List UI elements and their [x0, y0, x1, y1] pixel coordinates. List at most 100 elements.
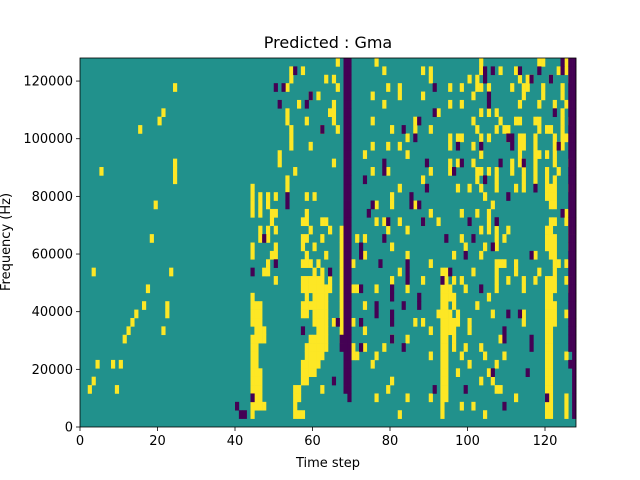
heatmap-cell-high	[374, 58, 379, 67]
heatmap-cell-high	[475, 175, 480, 185]
heatmap-cell-high	[308, 359, 313, 369]
heatmap-cell-high	[552, 276, 557, 285]
heatmap-cell-low	[572, 192, 577, 201]
heatmap-cell-high	[452, 250, 457, 260]
heatmap-cell-high	[533, 175, 538, 185]
heatmap-cell-high	[564, 133, 569, 143]
heatmap-cell-high	[444, 393, 449, 403]
heatmap-cell-high	[521, 183, 526, 193]
heatmap-cell-low	[568, 334, 573, 344]
heatmap-cell-high	[444, 359, 449, 369]
heatmap-cell-high	[316, 351, 321, 361]
heatmap-cell-high	[300, 259, 306, 268]
heatmap-cell-high	[552, 141, 557, 151]
heatmap-cell-high	[374, 393, 379, 403]
heatmap-cell-high	[397, 91, 402, 101]
heatmap-cell-low	[568, 158, 573, 168]
heatmap-cell-high	[455, 133, 461, 143]
heatmap-cell-high	[258, 385, 263, 394]
heatmap-cell-high	[463, 284, 468, 294]
heatmap-cell-low	[343, 334, 348, 344]
heatmap-cell-low	[347, 359, 352, 369]
heatmap-cell-high	[545, 376, 550, 386]
heatmap-cell-high	[548, 376, 554, 386]
heatmap-cell-high	[312, 368, 317, 377]
heatmap-cell-high	[258, 326, 263, 336]
heatmap-cell-high	[459, 234, 464, 243]
heatmap-cell-high	[517, 141, 523, 151]
heatmap-cell-low	[572, 276, 577, 285]
heatmap-cell-high	[258, 225, 263, 235]
heatmap-cell-high	[250, 401, 255, 411]
x-tick-label: 80	[382, 434, 399, 449]
heatmap-cell-low	[343, 150, 348, 159]
heatmap-cell-low	[560, 66, 565, 76]
heatmap-cell-low	[343, 58, 348, 67]
heatmap-cell-high	[304, 208, 309, 218]
heatmap-cell-high	[254, 326, 259, 336]
heatmap-cell-high	[316, 309, 321, 319]
heatmap-cell-low	[537, 66, 542, 76]
heatmap-cell-low	[374, 309, 379, 319]
heatmap-cell-low	[440, 276, 445, 285]
heatmap-cell-low	[455, 141, 461, 151]
heatmap-cell-low	[568, 208, 573, 218]
heatmap-cell-high	[564, 58, 569, 67]
heatmap-cell-high	[452, 343, 457, 352]
heatmap-cell-high	[459, 133, 464, 143]
heatmap-cell-low	[347, 376, 352, 386]
heatmap-cell-high	[328, 284, 333, 294]
heatmap-cell-high	[533, 276, 538, 285]
heatmap-cell-low	[568, 183, 573, 193]
heatmap-cell-high	[339, 284, 344, 294]
heatmap-cell-low	[347, 91, 352, 101]
heatmap-cell-high	[250, 343, 255, 352]
heatmap-cell-high	[304, 368, 309, 377]
heatmap-cell-high	[467, 74, 472, 84]
heatmap-cell-high	[498, 116, 503, 126]
y-tick-label: 60000	[32, 248, 73, 263]
heatmap-cell-low	[343, 317, 348, 327]
heatmap-cell-high	[118, 359, 123, 369]
heatmap-cell-low	[308, 91, 313, 101]
heatmap-cell-low	[483, 66, 488, 76]
heatmap-cell-high	[386, 385, 391, 394]
heatmap-cell-high	[250, 351, 255, 361]
heatmap-cell-low	[347, 334, 352, 344]
heatmap-cell-high	[452, 326, 457, 336]
x-tick-label: 60	[304, 434, 321, 449]
heatmap-cell-high	[308, 259, 313, 268]
heatmap-cell-high	[297, 99, 302, 109]
heatmap-cell-low	[506, 192, 511, 201]
heatmap-cell-high	[545, 368, 550, 377]
heatmap-cell-high	[548, 217, 554, 227]
heatmap-cell-low	[448, 267, 453, 277]
heatmap-cell-high	[475, 208, 480, 218]
heatmap-cell-high	[545, 334, 550, 344]
heatmap-cell-high	[382, 66, 387, 76]
heatmap-cell-high	[320, 309, 325, 319]
heatmap-cell-high	[548, 393, 554, 403]
heatmap-cell-low	[568, 58, 573, 67]
heatmap-cell-low	[273, 83, 278, 92]
heatmap-cell-low	[378, 259, 383, 268]
heatmap-cell-high	[545, 192, 550, 201]
heatmap-cell-high	[312, 301, 317, 310]
heatmap-cell-high	[564, 309, 569, 319]
heatmap-cell-high	[339, 292, 344, 302]
heatmap-cell-high	[316, 334, 321, 344]
heatmap-cell-high	[467, 359, 472, 369]
heatmap-cell-high	[370, 359, 375, 369]
heatmap-cell-high	[258, 200, 263, 210]
heatmap-cell-low	[343, 385, 348, 394]
heatmap-cell-high	[304, 343, 309, 352]
heatmap-cell-high	[91, 376, 96, 386]
heatmap-cell-high	[556, 259, 561, 268]
heatmap-cell-low	[390, 317, 395, 327]
heatmap-cell-high	[386, 141, 391, 151]
heatmap-cell-high	[548, 183, 554, 193]
heatmap-cell-low	[572, 99, 577, 109]
heatmap-cell-high	[533, 141, 538, 151]
heatmap-cell-high	[463, 343, 468, 352]
heatmap-cell-high	[316, 359, 321, 369]
